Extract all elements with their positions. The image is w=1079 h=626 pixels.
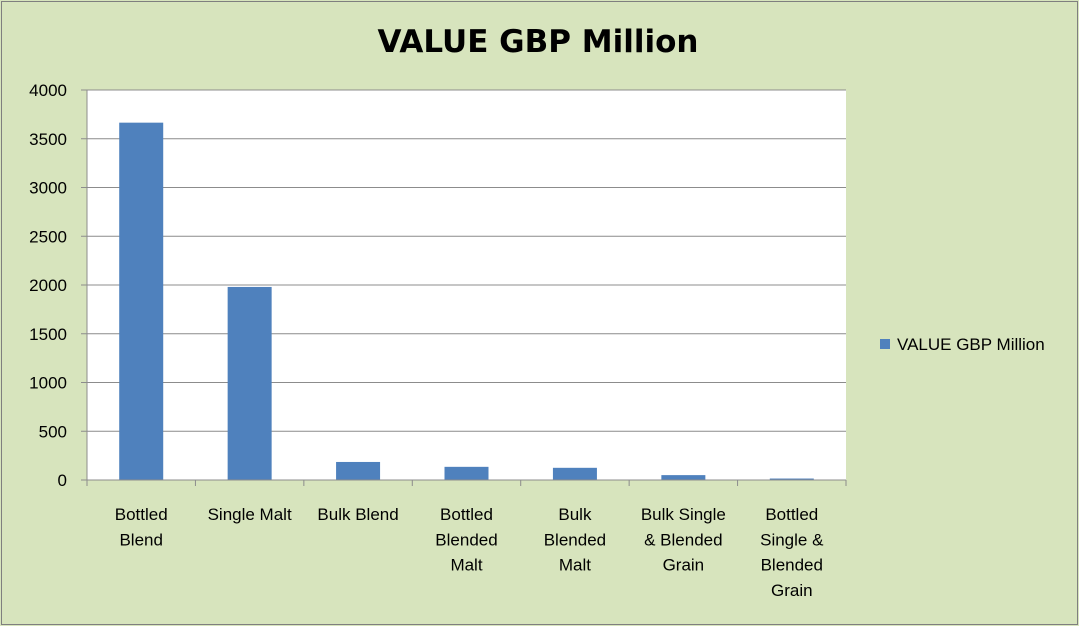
y-tick-label: 3000: [29, 179, 67, 198]
y-axis: 0 500 1000 1500 2000 2500 3000 3500 4000: [29, 81, 88, 490]
y-tick-label: 0: [58, 471, 67, 490]
y-tick-label: 2500: [29, 227, 67, 246]
bar: [769, 478, 814, 480]
chart-title: VALUE GBP Million: [378, 24, 699, 60]
x-category-label: Bottled Single & Blended Grain: [760, 505, 824, 600]
y-tick-label: 3500: [29, 130, 67, 149]
legend-label: VALUE GBP Million: [897, 335, 1045, 354]
bar: [552, 467, 597, 480]
bar: [119, 122, 164, 480]
bar: [336, 461, 381, 480]
bar: [227, 286, 272, 480]
gridlines: [87, 89, 846, 432]
x-category-label: Bulk Blended Malt: [544, 505, 606, 575]
y-tick-label: 1000: [29, 374, 67, 393]
x-category-label: Bottled Blended Malt: [435, 505, 497, 575]
x-category-label: Bulk Blend: [317, 505, 398, 524]
bar-series: [119, 122, 814, 480]
y-tick-label: 1500: [29, 325, 67, 344]
y-tick-label: 2000: [29, 276, 67, 295]
x-axis: Bottled Blend Single Malt Bulk Blend Bottled…: [86, 479, 847, 600]
bar: [661, 475, 706, 480]
x-category-label: Bulk Single & Blended Grain: [641, 505, 726, 575]
y-tick-label: 4000: [29, 81, 67, 100]
y-tick-label: 500: [39, 422, 67, 441]
legend-swatch: [880, 339, 890, 349]
x-category-label: Bottled Blend: [115, 505, 168, 549]
bar: [444, 466, 489, 480]
legend: VALUE GBP Million: [880, 335, 1045, 354]
x-category-label: Single Malt: [208, 505, 292, 524]
